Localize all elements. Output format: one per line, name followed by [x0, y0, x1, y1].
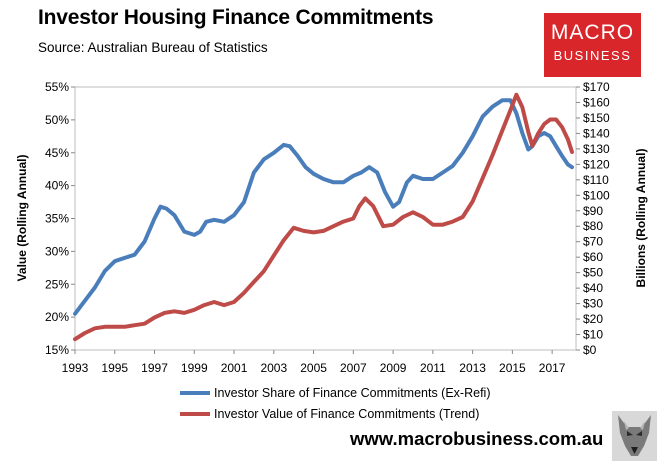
y-right-tick-label: $160 — [583, 95, 610, 109]
legend-label-value: Investor Value of Finance Commitments (T… — [214, 407, 479, 421]
series-group — [73, 92, 574, 342]
plot-area — [74, 86, 577, 351]
y-right-tick-label: $90 — [583, 204, 603, 218]
y-right-tick-label: $70 — [583, 235, 603, 249]
y-right-tick-label: $50 — [583, 266, 603, 280]
y-left-tick-label: 25% — [45, 277, 69, 291]
x-tick-label: 2009 — [380, 361, 407, 375]
footer-url[interactable]: www.macrobusiness.com.au — [350, 428, 604, 449]
y-right-tick-label: $10 — [583, 328, 603, 342]
y-right-tick-label: $130 — [583, 142, 610, 156]
x-tick-label: 1993 — [62, 361, 89, 375]
x-tick-label: 2013 — [459, 361, 486, 375]
y-left-tick-label: 50% — [45, 113, 69, 127]
y-right-tick-label: $30 — [583, 297, 603, 311]
chart-subtitle: Source: Australian Bureau of Statistics — [38, 40, 268, 55]
y-right-tick-label: $100 — [583, 188, 610, 202]
y-right-tick-label: $140 — [583, 126, 610, 140]
y-left-tick-label: 30% — [45, 244, 69, 258]
x-tick-label: 2003 — [260, 361, 287, 375]
y-axis-left-title: Value (Rolling Annual) — [15, 155, 29, 282]
y-right-tick-label: $110 — [583, 173, 609, 187]
x-tick-label: 1997 — [141, 361, 168, 375]
series-line-investor-value — [73, 92, 574, 342]
y-right-tick-label: $20 — [583, 312, 603, 326]
y-right-tick-label: $60 — [583, 250, 603, 264]
y-right-tick-label: $80 — [583, 219, 603, 233]
y-right-tick-label: $150 — [583, 111, 610, 125]
x-tick-label: 1999 — [181, 361, 208, 375]
wolf-logo-icon — [612, 411, 657, 461]
y-right-tick-label: $170 — [583, 80, 610, 94]
y-left-tick-label: 20% — [45, 310, 69, 324]
macrobusiness-logo: MACRO BUSINESS — [544, 13, 641, 77]
chart-title: Investor Housing Finance Commitments — [38, 6, 434, 29]
x-tick-label: 1995 — [101, 361, 128, 375]
logo-line-1: MACRO — [550, 21, 635, 44]
legend: Investor Share of Finance Commitments (E… — [180, 386, 490, 421]
y-left-tick-label: 40% — [45, 179, 69, 193]
series-line-investor-share — [73, 98, 574, 316]
x-tick-label: 2011 — [420, 361, 446, 375]
y-left-tick-label: 35% — [45, 212, 69, 226]
x-tick-label: 2007 — [340, 361, 367, 375]
y-axis-right: $0$10 $20$30 $40$50 $60$70 $80$90 $100$110 $12… — [576, 80, 610, 357]
y-axis-left: 15% 20% 25% 30% 35% 40% 45% 50% 55% — [45, 80, 75, 357]
y-right-tick-label: $40 — [583, 281, 603, 295]
legend-label-share: Investor Share of Finance Commitments (E… — [214, 386, 490, 400]
y-right-tick-label: $120 — [583, 157, 610, 171]
x-tick-label: 2017 — [539, 361, 566, 375]
y-right-tick-label: $0 — [583, 343, 597, 357]
logo-line-2: BUSINESS — [553, 48, 632, 63]
x-tick-label: 2005 — [300, 361, 327, 375]
x-axis: 1993 1995 1997 1999 2001 2003 2005 2007 2009 2011… — [62, 350, 566, 375]
y-left-tick-label: 55% — [45, 80, 69, 94]
y-left-tick-label: 45% — [45, 146, 69, 160]
x-tick-label: 2001 — [221, 361, 248, 375]
y-left-tick-label: 15% — [45, 343, 69, 357]
y-axis-right-title: Billions (Rolling Annual) — [634, 149, 648, 288]
x-tick-label: 2015 — [499, 361, 526, 375]
